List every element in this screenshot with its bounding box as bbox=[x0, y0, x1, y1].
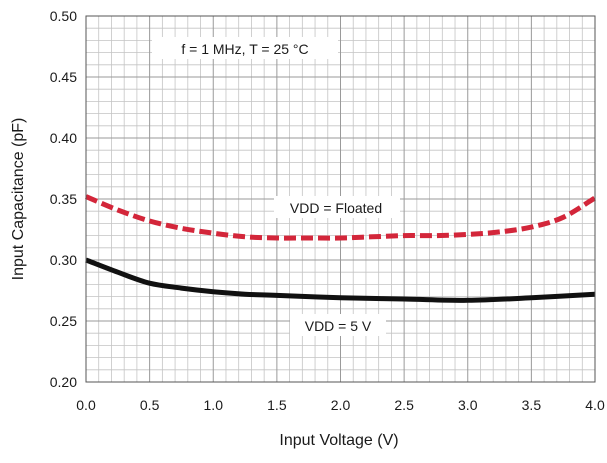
y-tick-label: 0.35 bbox=[50, 191, 77, 207]
x-tick-label: 0.0 bbox=[76, 397, 96, 413]
x-tick-label: 3.5 bbox=[522, 397, 542, 413]
x-tick-label: 3.0 bbox=[458, 397, 478, 413]
series-label-floated-bg bbox=[274, 196, 400, 218]
x-tick-label: 4.0 bbox=[585, 397, 605, 413]
y-tick-label: 0.20 bbox=[50, 374, 77, 390]
x-tick-labels: 0.0 0.5 1.0 1.5 2.0 2.5 3.0 3.5 4.0 bbox=[76, 397, 605, 413]
y-tick-label: 0.30 bbox=[50, 252, 77, 268]
series-layer bbox=[85, 194, 597, 303]
x-tick-label: 1.0 bbox=[204, 397, 224, 413]
x-tick-label: 0.5 bbox=[140, 397, 160, 413]
plot-frame bbox=[85, 15, 596, 383]
series-label-5v-bg bbox=[290, 314, 386, 336]
y-tick-label: 0.25 bbox=[50, 313, 77, 329]
series-line-vdd-floated bbox=[85, 194, 597, 241]
x-tick-label: 1.5 bbox=[267, 397, 287, 413]
x-tick-label: 2.0 bbox=[331, 397, 351, 413]
series-line-vdd-5v bbox=[85, 257, 596, 303]
series-label-5v: VDD = 5 V bbox=[305, 318, 372, 334]
y-tick-label: 0.45 bbox=[50, 69, 77, 85]
condition-annotation: f = 1 MHz, T = 25 °C bbox=[181, 41, 308, 57]
y-tick-label: 0.50 bbox=[50, 8, 77, 24]
series-label-floated: VDD = Floated bbox=[290, 200, 382, 216]
x-tick-label: 2.5 bbox=[394, 397, 414, 413]
y-tick-label: 0.40 bbox=[50, 130, 77, 146]
condition-annotation-bg bbox=[152, 37, 338, 59]
x-axis-label: Input Voltage (V) bbox=[279, 432, 398, 449]
y-axis-label: Input Capacitance (pF) bbox=[10, 118, 27, 281]
y-tick-labels: 0.20 0.25 0.30 0.35 0.40 0.45 0.50 bbox=[50, 8, 77, 390]
